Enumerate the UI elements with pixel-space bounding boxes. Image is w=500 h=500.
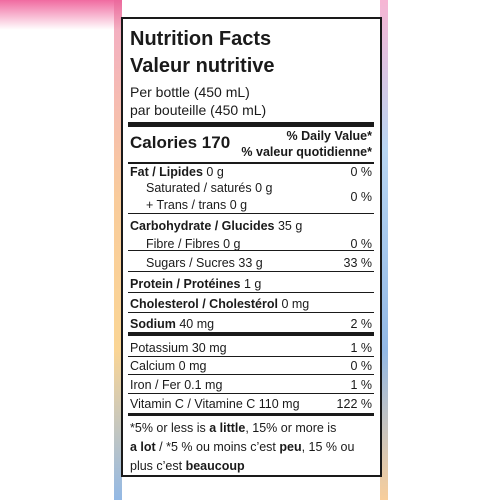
nutrient-amount: 30 mg	[191, 341, 227, 355]
nutrient-amount: 35 g	[277, 219, 303, 233]
daily-value: 1 %	[350, 341, 372, 355]
nutrient-amount: 0 mg	[178, 359, 207, 373]
footnote-text: a lot	[130, 440, 156, 454]
daily-value: 0 %	[350, 359, 372, 373]
nutrient-amount: 33 g	[238, 256, 263, 270]
footnote-text: *5% or less is	[130, 421, 210, 435]
rule	[128, 312, 374, 313]
nutrient-amount: 1 g	[243, 277, 262, 291]
nutrient-name: + Trans / trans	[146, 198, 227, 212]
rule	[128, 271, 374, 272]
daily-value: 0 %	[350, 165, 372, 179]
nutrient-row: Iron / Fer 0.1 mg	[130, 379, 222, 392]
rule	[128, 374, 374, 375]
footnote-text: / *5 % ou moins c’est	[155, 440, 280, 454]
nutrient-name: Fibre / Fibres	[146, 237, 220, 251]
footnote-text: , 15% or more is	[245, 421, 337, 435]
nutrient-amount: 0 g	[229, 198, 248, 212]
nutrient-row: Saturated / saturés 0 g	[146, 182, 273, 195]
edge-left	[0, 0, 122, 500]
rule	[128, 213, 374, 214]
nutrient-row: Calcium 0 mg	[130, 360, 206, 373]
calories: Calories 170	[130, 133, 231, 152]
serving-en: Per bottle (450 mL)	[130, 84, 250, 100]
nutrient-amount: 0 g	[223, 237, 241, 251]
daily-value: 0 %	[350, 190, 372, 204]
rule	[128, 393, 374, 394]
edge-right-strip	[380, 0, 388, 500]
daily-value: 2 %	[350, 317, 372, 331]
nutrient-row: Potassium 30 mg	[130, 342, 227, 355]
nutrient-row: Cholesterol / Cholestérol 0 mg	[130, 298, 309, 311]
nutrient-name: Carbohydrate / Glucides	[130, 219, 275, 233]
footnote-text: plus c’est	[130, 459, 186, 473]
dv-header-fr: % valeur quotidienne*	[241, 145, 372, 159]
footnote-text: a little	[209, 421, 246, 435]
daily-value: 0 %	[350, 237, 372, 251]
daily-value: 122 %	[336, 397, 372, 411]
nutrient-row: Sugars / Sucres 33 g	[146, 257, 263, 270]
rule	[128, 250, 374, 251]
title-fr: Valeur nutritive	[130, 55, 275, 77]
nutrient-row: Carbohydrate / Glucides 35 g	[130, 220, 302, 233]
nutrient-amount: 40 mg	[179, 317, 215, 331]
footnote-line: plus c’est beaucoup	[130, 460, 245, 473]
label-box	[121, 17, 382, 477]
footnote-text: beaucoup	[185, 459, 245, 473]
rule	[128, 332, 374, 336]
rule	[128, 356, 374, 357]
nutrient-name: Potassium	[130, 341, 189, 355]
serving-fr: par bouteille (450 mL)	[130, 102, 267, 118]
dv-header-en: % Daily Value*	[286, 129, 372, 143]
edge-left-strip	[114, 0, 122, 500]
nutrient-amount: 0 g	[255, 181, 273, 195]
nutrient-amount: 0 g	[206, 165, 224, 179]
nutrient-name: Calcium	[130, 359, 176, 373]
footnote-text: peu	[279, 440, 302, 454]
nutrient-row: Protein / Protéines 1 g	[130, 278, 261, 291]
daily-value: 1 %	[350, 378, 372, 392]
nutrient-row: Sodium 40 mg	[130, 318, 214, 331]
footnote-line: a lot / *5 % ou moins c’est peu, 15 % ou	[130, 441, 354, 454]
nutrient-name: Sodium	[130, 317, 176, 331]
rule	[128, 292, 374, 293]
rule	[128, 413, 374, 416]
nutrient-name: Protein / Protéines	[130, 277, 241, 291]
footnote-text: , 15 % ou	[301, 440, 355, 454]
nutrient-name: Fat / Lipides	[130, 165, 203, 179]
nutrient-row: + Trans / trans 0 g	[146, 199, 247, 212]
nutrient-name: Saturated / saturés	[146, 181, 252, 195]
nutrient-row: Fat / Lipides 0 g	[130, 166, 224, 179]
rule	[128, 122, 374, 127]
title-en: Nutrition Facts	[130, 28, 272, 50]
daily-value: 33 %	[343, 256, 373, 270]
nutrient-row: Vitamin C / Vitamine C 110 mg	[130, 398, 300, 411]
nutrient-amount: 0.1 mg	[184, 378, 223, 392]
nutrient-name: Cholesterol / Cholestérol	[130, 297, 278, 311]
nutrient-row: Fibre / Fibres 0 g	[146, 238, 241, 251]
footnote-line: *5% or less is a little, 15% or more is	[130, 422, 336, 435]
nutrient-name: Sugars / Sucres	[146, 256, 235, 270]
nutrient-name: Iron / Fer	[130, 378, 181, 392]
rule	[128, 162, 374, 164]
nutrient-amount: 0 mg	[281, 297, 310, 311]
nutrient-amount: 110 mg	[258, 397, 300, 411]
nutrient-name: Vitamin C / Vitamine C	[130, 397, 256, 411]
